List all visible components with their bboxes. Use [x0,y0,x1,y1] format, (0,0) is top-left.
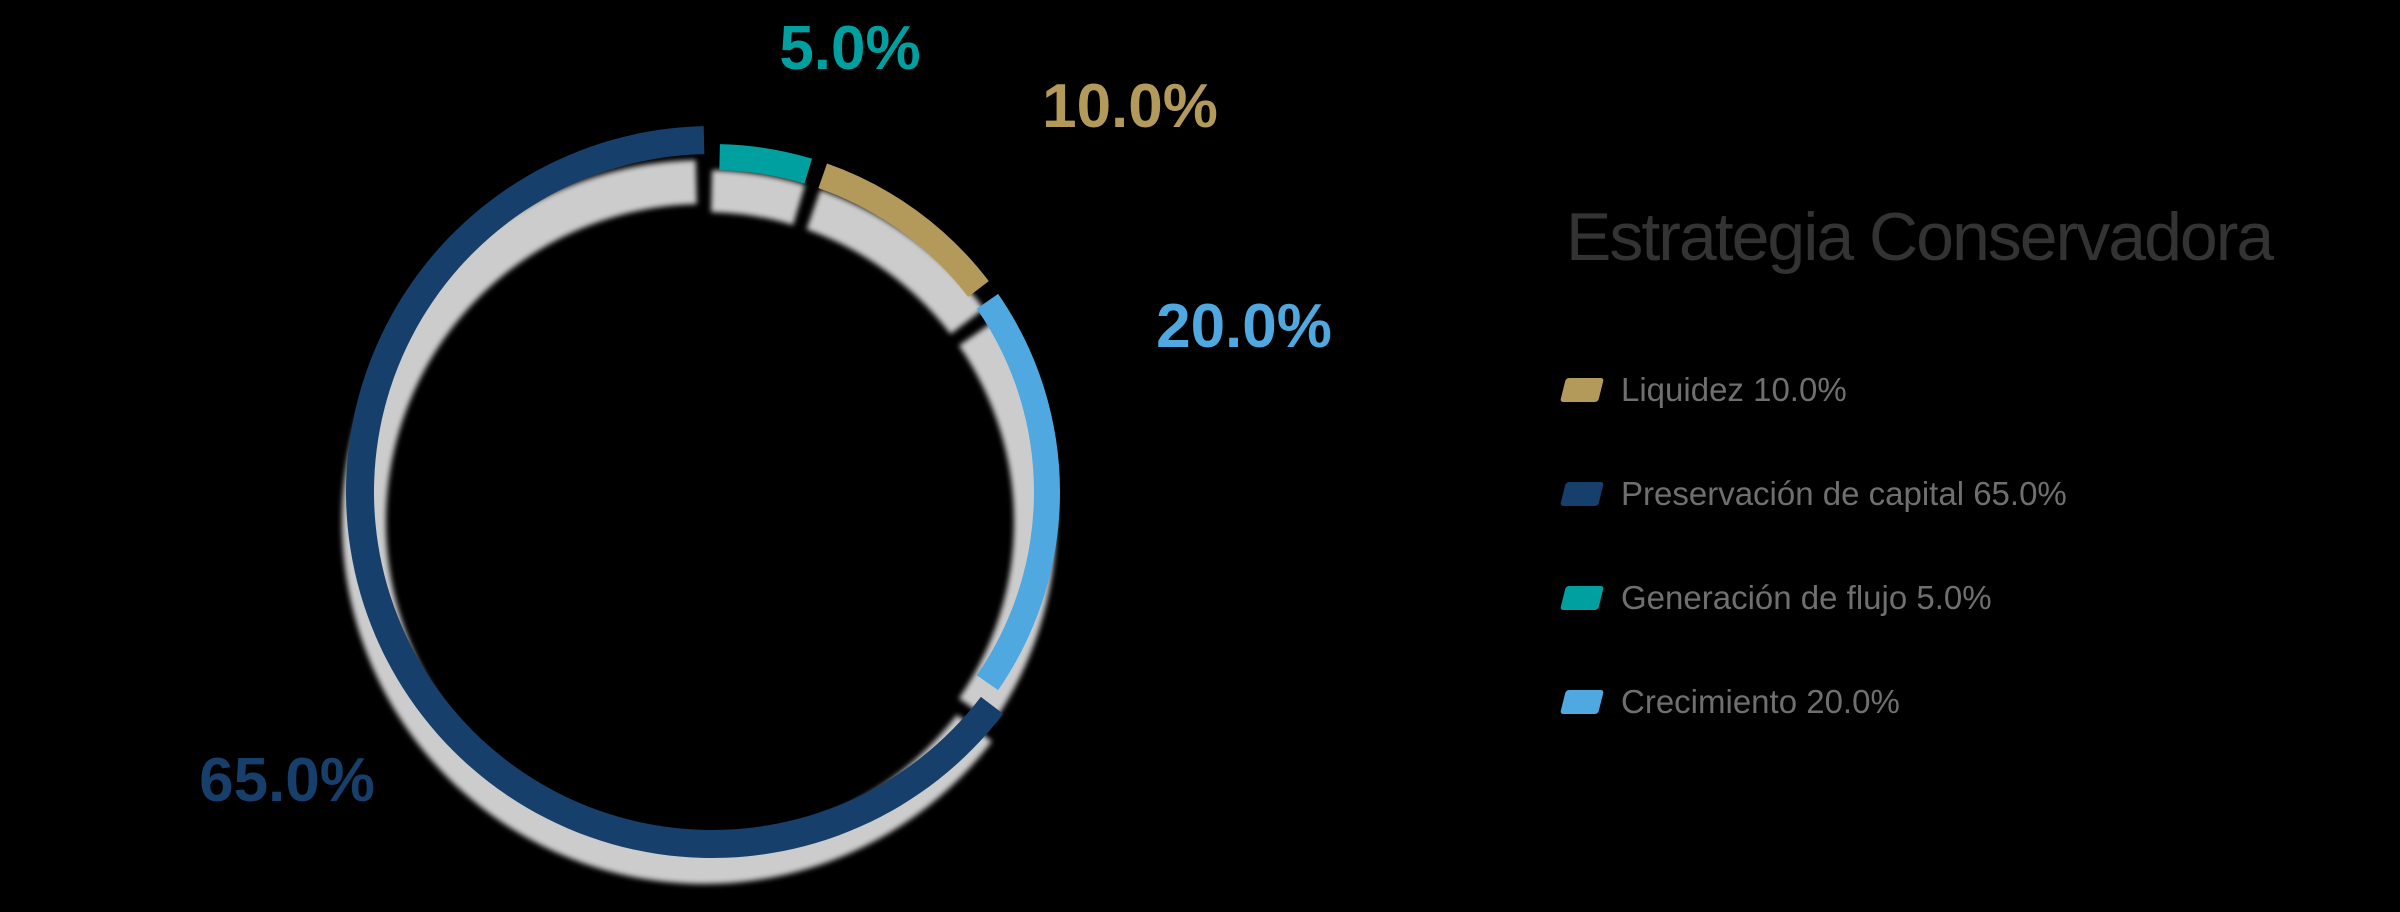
legend-label: Preservación de capital 65.0% [1621,475,2067,513]
legend-item-liquidez[interactable]: Liquidez 10.0% [1560,370,1847,410]
legend-item-preservacion-de-capital[interactable]: Preservación de capital 65.0% [1560,474,2067,514]
legend-swatch-preservacion-de-capital [1560,482,1604,506]
slice-liquidez[interactable] [818,163,989,297]
slice-crecimiento[interactable] [976,293,1061,691]
legend-item-generacion-de-flujo[interactable]: Generación de flujo 5.0% [1560,578,1992,618]
legend-label: Crecimiento 20.0% [1621,683,1900,721]
slice-generación-de-flujo[interactable] [719,144,812,184]
legend-swatch-liquidez [1560,378,1604,402]
legend-item-crecimiento[interactable]: Crecimiento 20.0% [1560,682,1900,722]
slice-label-preservacion-de-capital: 65.0% [199,746,375,815]
legend-swatch-generacion-de-flujo [1560,586,1604,610]
donut-slices [345,126,1061,858]
slice-label-liquidez: 10.0% [1042,72,1218,141]
legend-label: Liquidez 10.0% [1621,371,1847,409]
legend-swatch-crecimiento [1560,690,1604,714]
slice-label-crecimiento: 20.0% [1156,292,1332,361]
legend-label: Generación de flujo 5.0% [1621,579,1992,617]
slice-label-generacion-de-flujo: 5.0% [779,14,921,83]
shadow-arc [806,189,985,335]
shadow-arc [711,170,806,226]
chart-title: Estrategia Conservadora [1566,199,2274,275]
